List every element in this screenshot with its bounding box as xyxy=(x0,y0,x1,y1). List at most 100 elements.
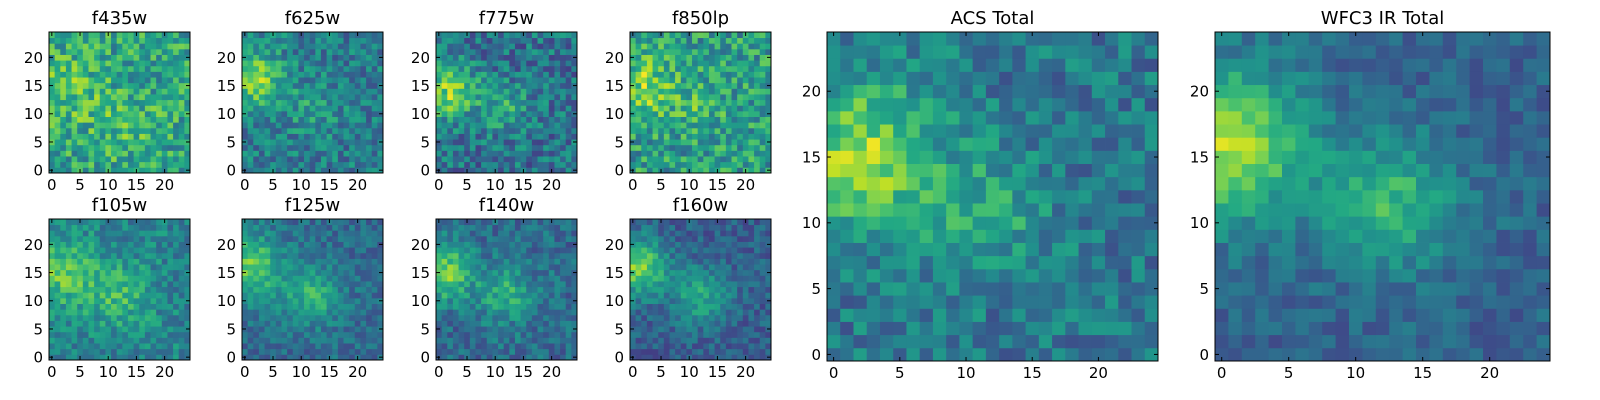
heatmap-cell xyxy=(498,281,505,288)
heatmap-cell xyxy=(161,77,168,84)
heatmap-cell xyxy=(725,348,732,355)
heatmap-cell xyxy=(122,326,129,333)
heatmap-cell xyxy=(156,320,163,327)
heatmap-cell xyxy=(509,264,516,271)
heatmap-cell xyxy=(520,297,527,304)
heatmap-cell xyxy=(469,167,476,174)
heatmap-cell xyxy=(436,235,443,242)
heatmap-cell xyxy=(281,241,288,248)
heatmap-cell xyxy=(571,258,578,265)
heatmap-cell xyxy=(326,37,333,44)
heatmap-cell xyxy=(270,241,277,248)
heatmap-cell xyxy=(635,161,642,168)
heatmap-cell xyxy=(686,309,693,316)
heatmap-cell xyxy=(436,37,443,44)
heatmap-cell xyxy=(77,116,84,123)
heatmap-cell xyxy=(571,264,578,271)
heatmap-cell xyxy=(635,37,642,44)
heatmap-cell xyxy=(287,71,294,78)
heatmap-cell xyxy=(692,127,699,134)
heatmap-cell xyxy=(543,133,550,140)
heatmap-cell xyxy=(464,161,471,168)
heatmap-cell xyxy=(560,116,567,123)
heatmap-cell xyxy=(82,247,89,254)
heatmap-cell xyxy=(565,303,572,310)
heatmap-cell xyxy=(343,247,350,254)
heatmap-cell xyxy=(646,127,653,134)
heatmap-cell xyxy=(663,60,670,67)
heatmap-cell xyxy=(349,156,356,163)
heatmap-cell xyxy=(680,144,687,151)
heatmap-cell xyxy=(264,60,271,67)
heatmap-cell xyxy=(436,247,443,254)
heatmap-cell xyxy=(731,60,738,67)
heatmap-cell xyxy=(554,354,561,361)
heatmap-cell xyxy=(680,286,687,293)
heatmap-cell xyxy=(703,88,710,95)
heatmap-cell xyxy=(116,309,123,316)
heatmap-cell xyxy=(292,292,299,299)
heatmap-cell xyxy=(298,43,305,50)
heatmap-cell xyxy=(88,292,95,299)
heatmap-cell xyxy=(54,320,61,327)
heatmap-cell xyxy=(150,326,157,333)
heatmap-cell xyxy=(49,286,56,293)
heatmap-cell xyxy=(520,241,527,248)
heatmap-cell xyxy=(520,43,527,50)
heatmap-cell xyxy=(298,286,305,293)
heatmap-cell xyxy=(565,99,572,106)
heatmap-cell xyxy=(436,150,443,157)
heatmap-cell xyxy=(503,133,510,140)
heatmap-cell xyxy=(486,331,493,338)
heatmap-cell xyxy=(531,269,538,276)
heatmap-cell xyxy=(520,337,527,344)
heatmap-cell xyxy=(526,224,533,231)
heatmap-cell xyxy=(292,127,299,134)
heatmap-cell xyxy=(441,241,448,248)
heatmap-cell xyxy=(111,71,118,78)
heatmap-cell xyxy=(326,105,333,112)
heatmap-cell xyxy=(475,77,482,84)
heatmap-cell xyxy=(703,326,710,333)
heatmap-cell xyxy=(708,337,715,344)
heatmap-cell xyxy=(765,320,772,327)
heatmap-cell xyxy=(571,71,578,78)
heatmap-cell xyxy=(543,144,550,151)
heatmap-cell xyxy=(652,167,659,174)
heatmap-cell xyxy=(167,309,174,316)
heatmap-cell xyxy=(725,71,732,78)
heatmap-cell xyxy=(554,309,561,316)
heatmap-cell xyxy=(287,122,294,129)
heatmap-cell xyxy=(366,230,373,237)
heatmap-cell xyxy=(116,37,123,44)
heatmap-cell xyxy=(731,133,738,140)
heatmap-cell xyxy=(703,77,710,84)
heatmap-cell xyxy=(548,133,555,140)
heatmap-cell xyxy=(178,110,185,117)
heatmap-cell xyxy=(94,156,101,163)
heatmap-cell xyxy=(139,247,146,254)
heatmap-cell xyxy=(703,314,710,321)
heatmap-cell xyxy=(635,343,642,350)
heatmap-cell xyxy=(116,348,123,355)
heatmap-cell xyxy=(99,314,106,321)
heatmap-cell xyxy=(60,252,67,259)
heatmap-cell xyxy=(242,99,249,106)
heatmap-cell xyxy=(304,275,311,282)
heatmap-cell xyxy=(531,105,538,112)
heatmap-cell xyxy=(354,269,361,276)
heatmap-cell xyxy=(526,116,533,123)
heatmap-cell xyxy=(531,156,538,163)
heatmap-cell xyxy=(509,326,516,333)
heatmap-cell xyxy=(139,326,146,333)
heatmap-cell xyxy=(765,314,772,321)
heatmap-cell xyxy=(658,133,665,140)
heatmap-cell xyxy=(178,230,185,237)
heatmap-cell xyxy=(337,337,344,344)
heatmap-cell xyxy=(337,116,344,123)
heatmap-cell xyxy=(675,354,682,361)
heatmap-cell xyxy=(543,122,550,129)
heatmap-cell xyxy=(60,275,67,282)
heatmap-cell xyxy=(526,150,533,157)
heatmap-cell xyxy=(469,309,476,316)
